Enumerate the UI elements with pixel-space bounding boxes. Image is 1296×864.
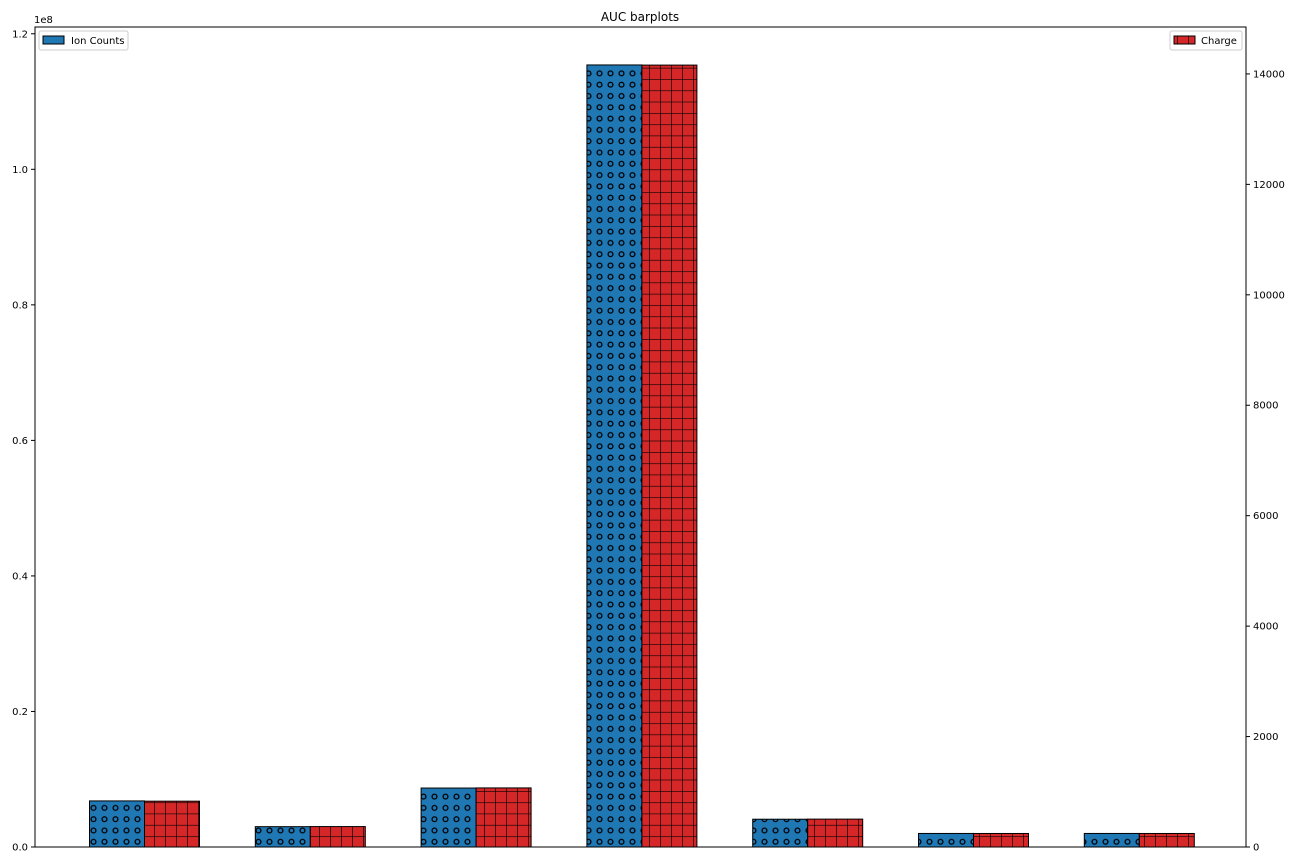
left-axis-offset-text: 1e8 bbox=[34, 15, 53, 26]
bar-charge-5 bbox=[807, 818, 864, 848]
right-tick-label: 2000 bbox=[1253, 732, 1278, 743]
bar-ion-counts-6 bbox=[918, 832, 974, 848]
bar-charge-3 bbox=[475, 787, 532, 848]
bar-ion-counts-4 bbox=[586, 64, 643, 848]
right-tick-label: 4000 bbox=[1253, 622, 1278, 633]
bar-ion-counts-1 bbox=[89, 800, 145, 848]
chart-title: AUC barplots bbox=[601, 10, 679, 24]
left-tick-label: 0.6 bbox=[12, 436, 28, 447]
legend-charge: Charge bbox=[1169, 30, 1243, 51]
right-axis-ticks: 0 2000 4000 6000 8000 10000 12000 14000 bbox=[1246, 69, 1285, 854]
legend-swatch-charge bbox=[1173, 35, 1196, 45]
right-tick-label: 0 bbox=[1253, 843, 1259, 854]
plot-frame bbox=[34, 26, 1247, 848]
bar-ion-counts-3 bbox=[420, 787, 477, 848]
legend-ion-counts: Ion Counts bbox=[38, 30, 129, 51]
bar-ion-counts-5 bbox=[752, 818, 809, 848]
left-tick-label: 1.0 bbox=[12, 165, 28, 176]
left-tick-label: 1.2 bbox=[12, 29, 28, 40]
left-tick-label: 0.0 bbox=[12, 843, 28, 854]
right-tick-label: 6000 bbox=[1253, 511, 1278, 522]
legend-swatch-ion-counts bbox=[42, 35, 65, 45]
charge-bars bbox=[144, 64, 1195, 848]
left-tick-label: 0.2 bbox=[12, 707, 28, 718]
right-tick-label: 8000 bbox=[1253, 401, 1278, 412]
left-tick-label: 0.4 bbox=[12, 571, 28, 582]
bar-ion-counts-7 bbox=[1083, 832, 1140, 848]
bar-charge-2 bbox=[309, 826, 366, 848]
bar-charge-1 bbox=[144, 800, 200, 848]
ion-counts-bars bbox=[89, 64, 1140, 848]
left-axis-ticks: 0.0 0.2 0.4 0.6 0.8 1.0 1.2 bbox=[12, 29, 35, 854]
right-tick-label: 12000 bbox=[1253, 180, 1285, 191]
right-tick-label: 14000 bbox=[1253, 69, 1285, 80]
legend-label-ion-counts: Ion Counts bbox=[71, 36, 125, 47]
left-tick-label: 0.8 bbox=[12, 300, 28, 311]
bar-charge-6 bbox=[973, 832, 1029, 848]
bar-charge-7 bbox=[1138, 832, 1195, 848]
bar-charge-4 bbox=[641, 64, 698, 848]
right-tick-label: 10000 bbox=[1253, 290, 1285, 301]
legend-label-charge: Charge bbox=[1201, 36, 1237, 47]
bar-ion-counts-2 bbox=[254, 826, 311, 848]
